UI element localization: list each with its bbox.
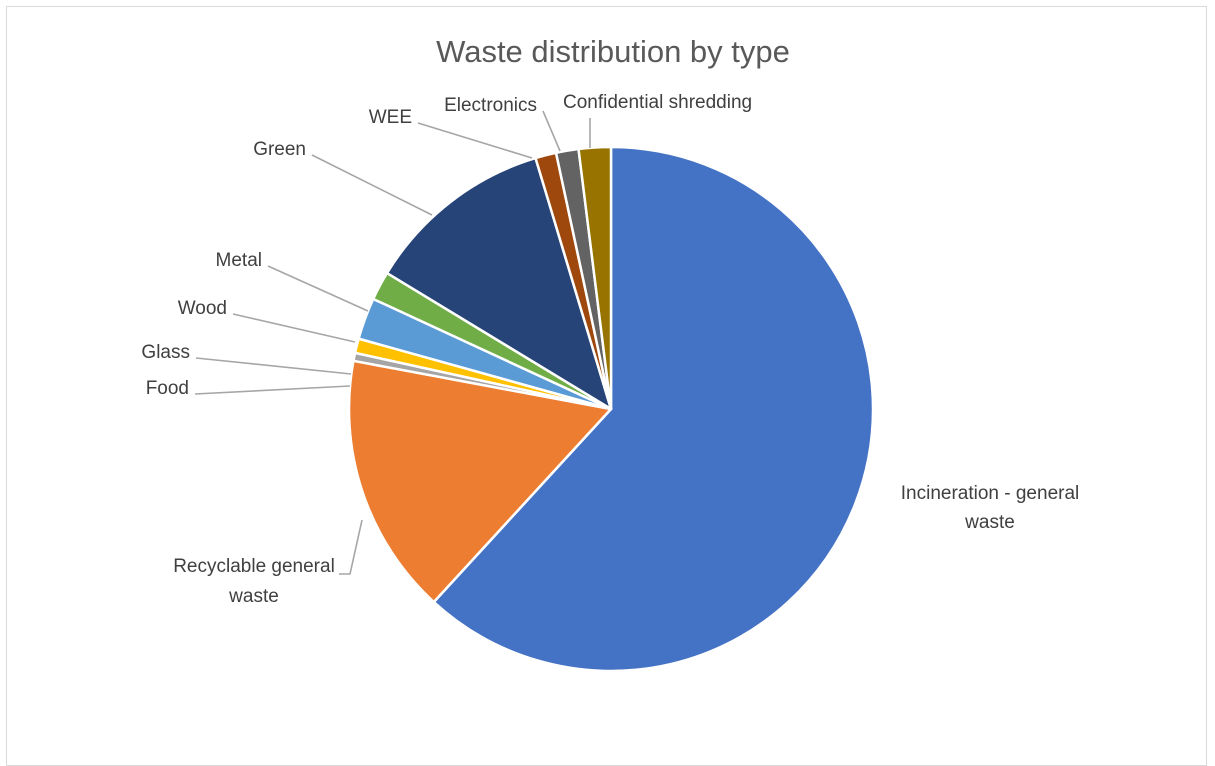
leader-line	[311, 154, 433, 216]
pie-slice-recyclable-general-waste[interactable]	[347, 359, 613, 604]
slice-label: waste	[964, 512, 1015, 533]
slice-label: Recyclable general	[173, 556, 335, 577]
slice-label: Food	[146, 378, 189, 399]
leader-line	[267, 265, 369, 312]
slice-label: Metal	[216, 250, 262, 271]
chart-title: Waste distribution by type	[436, 34, 790, 69]
leader-lines	[194, 110, 591, 575]
slice-label: Wood	[178, 298, 227, 319]
leader-line	[195, 357, 352, 375]
leader-line	[194, 385, 351, 395]
pie-chart: Waste distribution by type Incineration …	[141, 34, 1079, 673]
pie-slice-confidential-shredding[interactable]	[577, 145, 613, 411]
leader-line	[542, 110, 561, 152]
slice-label: WEE	[369, 107, 412, 128]
leader-line	[417, 122, 533, 159]
slice-label: Electronics	[444, 95, 537, 116]
pie-slice-green[interactable]	[385, 156, 613, 411]
slice-label: Incineration - general	[901, 483, 1080, 504]
slice-label: Green	[253, 139, 306, 160]
slice-label: Confidential shredding	[563, 92, 752, 113]
slice-label: Glass	[141, 342, 190, 363]
slice-labels: Incineration - general waste Recyclable ge…	[141, 92, 1079, 607]
pie-slices	[347, 145, 875, 673]
pie-slice-incineration-general-waste[interactable]	[432, 145, 875, 673]
slice-label: waste	[228, 586, 279, 607]
leader-line	[232, 313, 356, 343]
leader-line	[339, 519, 363, 575]
